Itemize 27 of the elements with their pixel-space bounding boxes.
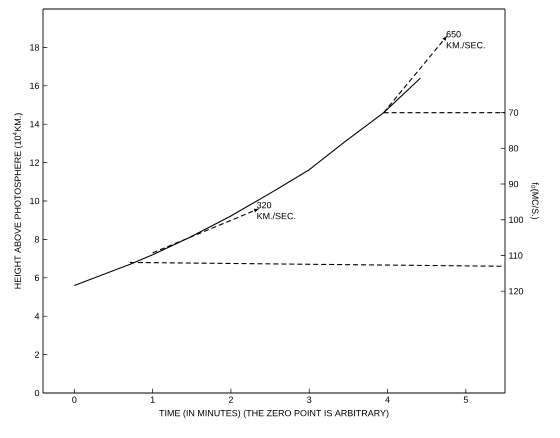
y-tick-label: 14 xyxy=(30,121,40,128)
x-tick-label: 3 xyxy=(307,396,312,403)
x-axis-title: TIME (IN MINUTES) (THE ZERO POINT IS ARBITRARY) xyxy=(159,410,388,418)
y-tick-label: 0 xyxy=(34,390,40,396)
y-tick-label: 2 xyxy=(34,351,40,358)
x-tick-label: 2 xyxy=(228,396,233,403)
y2-tick-label: 80 xyxy=(508,145,518,152)
y-tick-label: 4 xyxy=(34,313,40,320)
y-tick-label: 6 xyxy=(34,274,40,281)
y2-tick-label: 90 xyxy=(508,180,518,188)
y-tick-label: 8 xyxy=(34,236,40,243)
y-tick-label: 10 xyxy=(30,198,40,204)
y-tick-label: 12 xyxy=(30,159,40,166)
y2-tick-label: 120 xyxy=(509,288,524,294)
y2-tick-label: 110 xyxy=(509,252,522,259)
annotation: 650 KM./SEC. xyxy=(446,31,485,48)
y-axis-title: HEIGHT ABOVE PHOTOSPHERE (10$^{4}$KM.) xyxy=(12,113,23,289)
x-tick-label: 4 xyxy=(385,396,390,403)
y2-tick-label: 70 xyxy=(508,109,518,116)
y-tick-label: 18 xyxy=(30,44,40,51)
x-tick-label: 0 xyxy=(72,396,76,403)
y2-axis-title: f$_{0}$(MC/S.) xyxy=(530,182,539,220)
x-tick-label: 1 xyxy=(150,396,155,403)
y-tick-label: 16 xyxy=(30,82,40,89)
annotation: 320 KM./SEC. xyxy=(256,202,296,220)
x-tick-label: 5 xyxy=(464,396,468,403)
y2-tick-label: 100 xyxy=(509,216,524,223)
